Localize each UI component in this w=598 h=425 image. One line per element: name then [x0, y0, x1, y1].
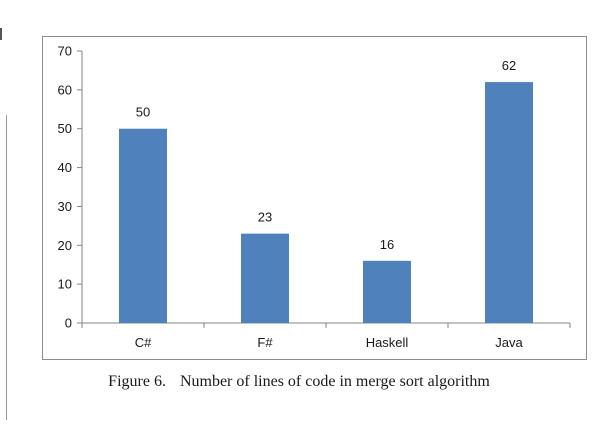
y-tick-label: 10	[58, 277, 72, 292]
x-axis-ticks: C# F# Haskell Java	[81, 323, 571, 350]
bar-data-label: 50	[136, 105, 150, 120]
figure-caption-text: Number of lines of code in merge sort al…	[179, 373, 490, 390]
x-category-label: F#	[257, 335, 273, 350]
page-margin-mark	[0, 28, 2, 40]
bar-f	[241, 233, 289, 323]
y-tick-label: 20	[58, 238, 72, 253]
x-category-label: Haskell	[366, 335, 409, 350]
bar-data-label: 23	[258, 210, 272, 225]
y-tick-label: 40	[58, 160, 72, 175]
x-category-label: Java	[495, 335, 523, 350]
bar-java	[485, 82, 533, 323]
bar-data-label: 62	[502, 58, 516, 73]
page-margin-rule	[6, 115, 7, 420]
figure-caption: Figure 6. Number of lines of code in merg…	[0, 373, 598, 391]
figure-number: Figure 6.	[108, 373, 166, 390]
bars-group	[119, 82, 533, 323]
y-tick-label: 30	[58, 199, 72, 214]
y-tick-label: 50	[58, 121, 72, 136]
y-tick-label: 70	[58, 44, 72, 59]
bar-data-label: 16	[380, 237, 394, 252]
bar-c	[119, 128, 167, 323]
y-axis-ticks: 0 10 20 30 40 50 60 70	[58, 44, 82, 331]
data-labels-group: 50 23 16 62	[136, 58, 516, 252]
x-category-label: C#	[135, 335, 152, 350]
y-tick-label: 0	[65, 316, 72, 331]
y-tick-label: 60	[58, 82, 72, 97]
bar-haskell	[363, 260, 411, 323]
